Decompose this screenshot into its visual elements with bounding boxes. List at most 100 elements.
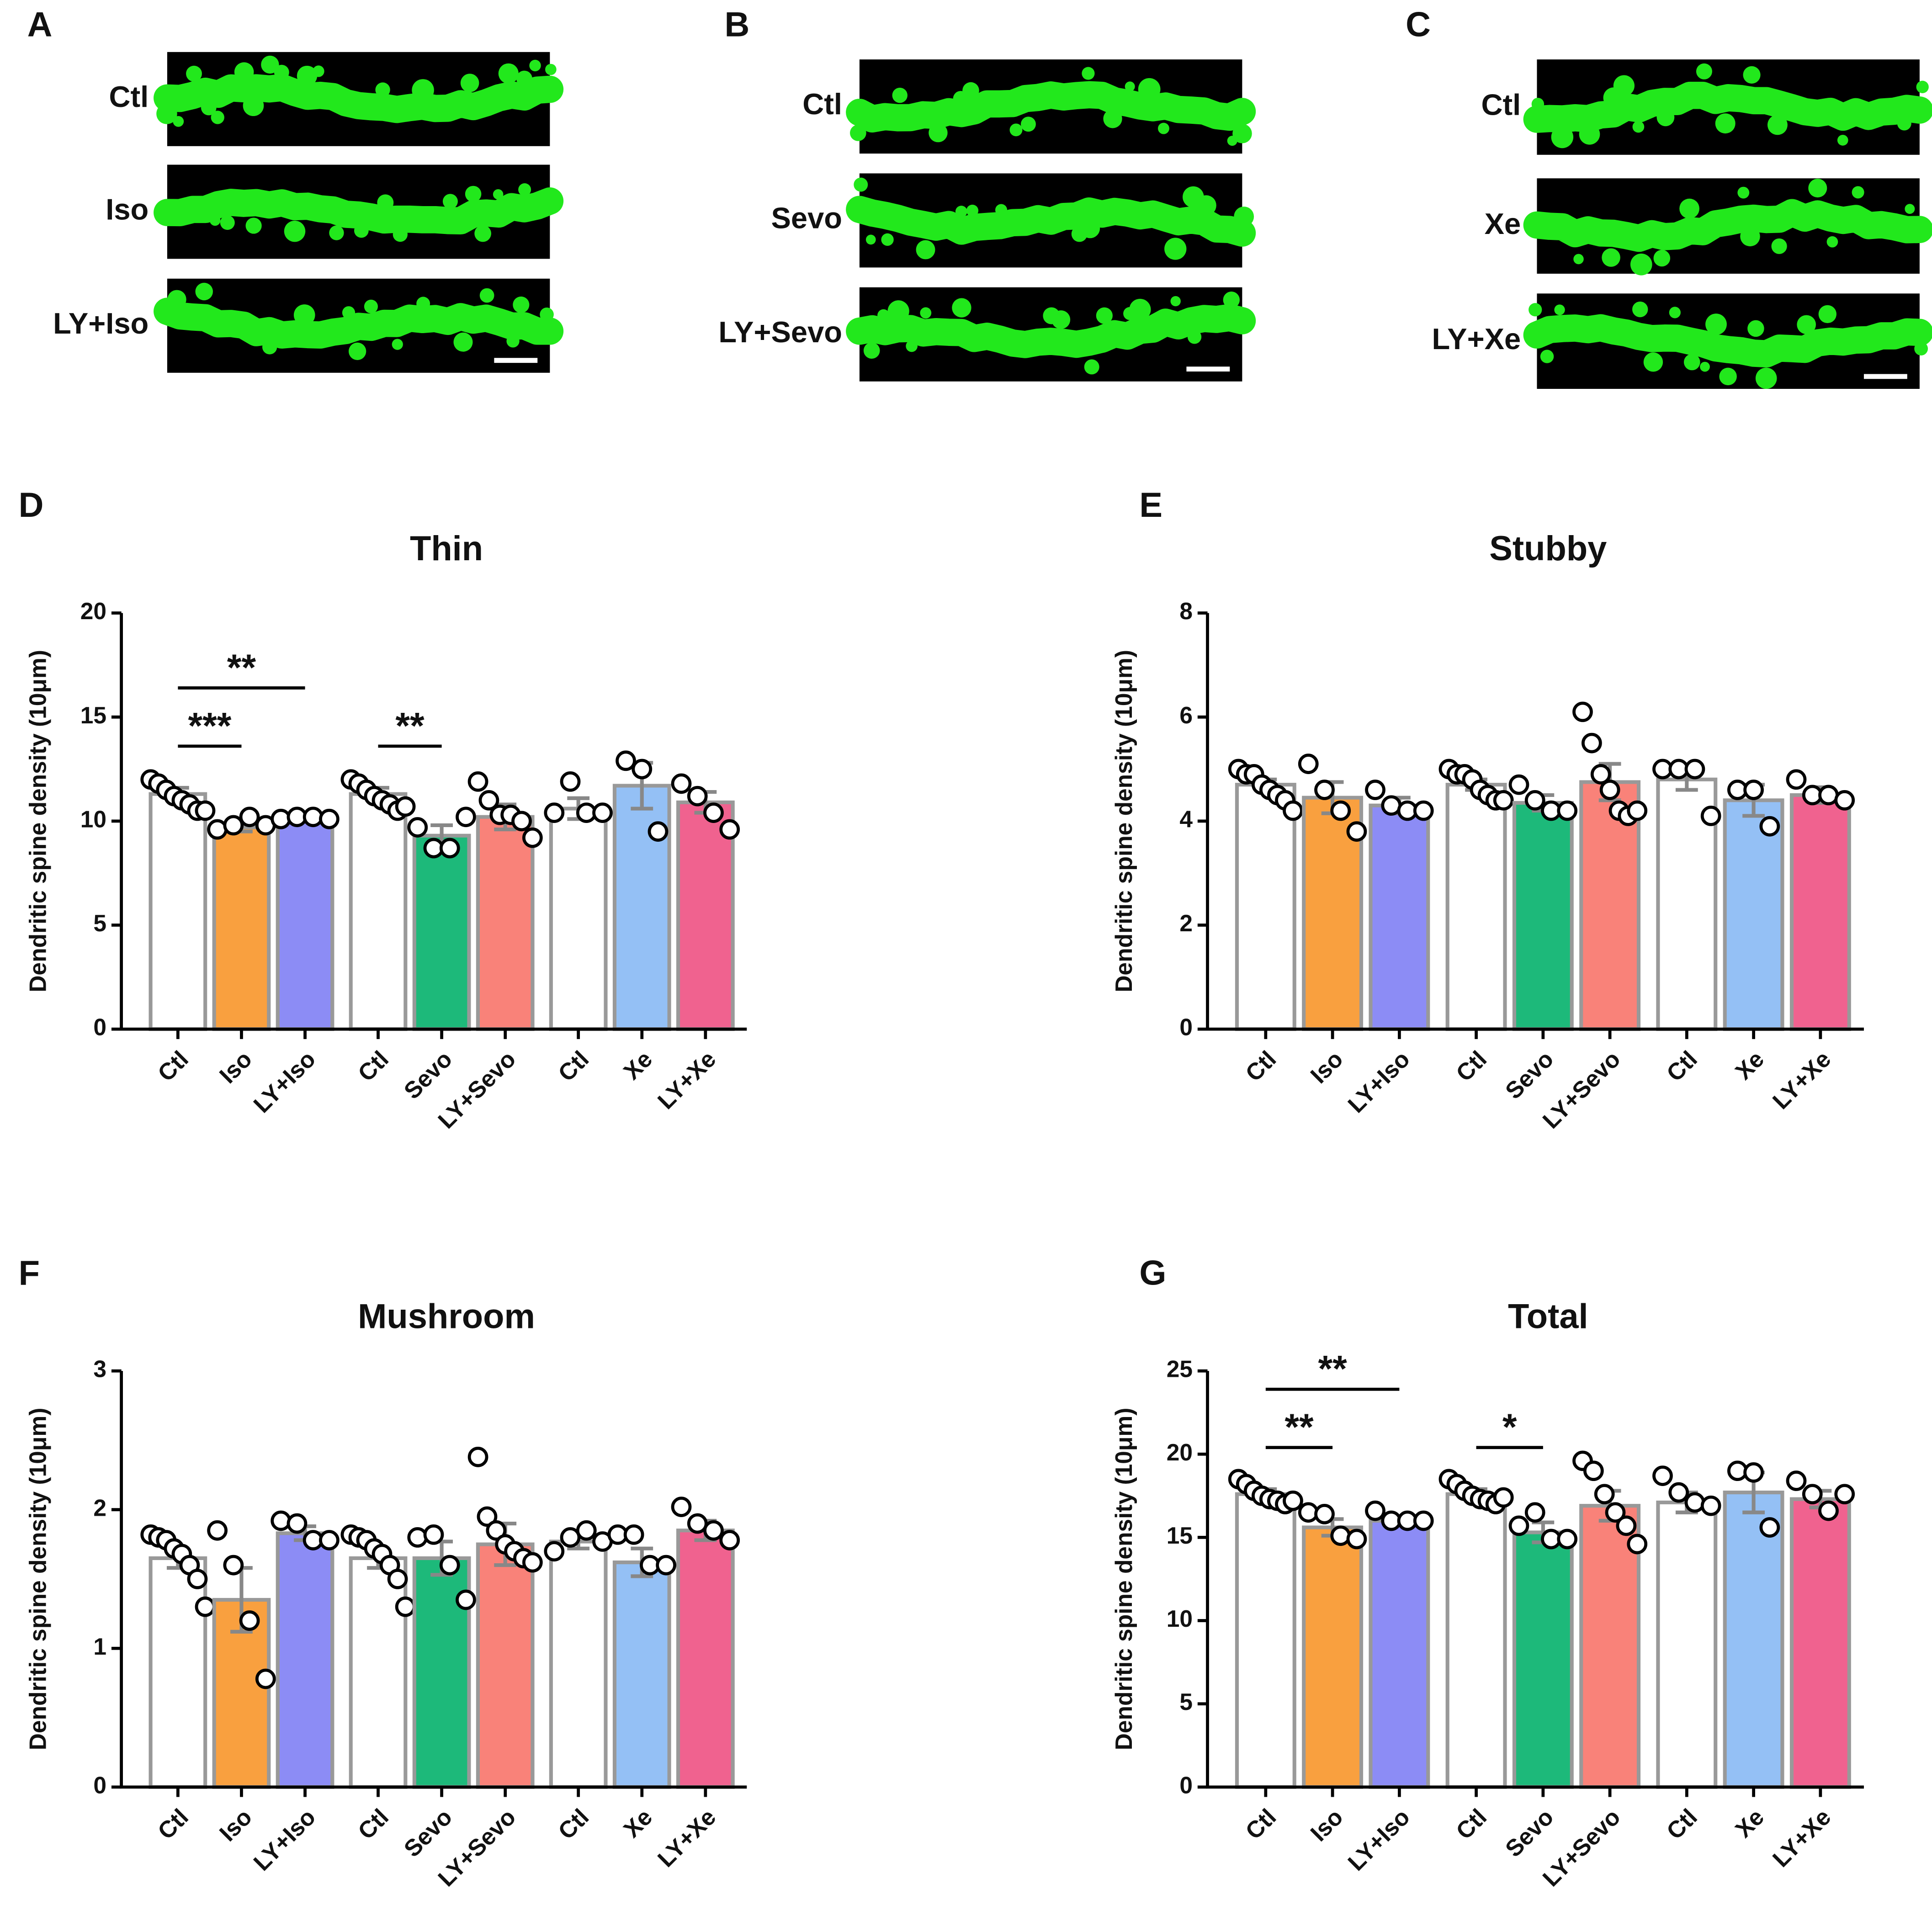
spine <box>1679 198 1699 219</box>
bar <box>1445 1492 1507 1789</box>
data-point <box>1616 1515 1637 1536</box>
x-tick-label: Ctl <box>1661 1804 1702 1845</box>
x-tick-label: Sevo <box>398 1804 457 1862</box>
spine <box>1837 135 1848 146</box>
bar <box>349 792 408 1031</box>
x-tick-label: Xe <box>618 1046 658 1085</box>
spine <box>1164 238 1187 260</box>
data-point <box>1283 800 1303 821</box>
bar <box>276 1531 334 1789</box>
data-point <box>522 1552 543 1573</box>
data-point <box>703 1520 724 1541</box>
data-point <box>467 771 488 792</box>
data-point <box>1759 1517 1780 1538</box>
spine <box>313 65 324 77</box>
axes <box>1206 1371 1864 1789</box>
data-point <box>439 1555 460 1576</box>
row-label: LY+Sevo <box>718 315 842 349</box>
bar <box>1369 803 1430 1031</box>
y-tick-label: 0 <box>93 1772 106 1798</box>
data-point <box>632 759 653 780</box>
data-point <box>1298 754 1319 774</box>
y-tick-label: 20 <box>1167 1439 1193 1465</box>
spine <box>1630 253 1652 276</box>
x-tick-label: Ctl <box>353 1804 394 1845</box>
x-tick-label: LY+Xe <box>653 1046 721 1114</box>
spine <box>854 177 868 192</box>
data-point <box>719 1530 740 1550</box>
data-point <box>1572 701 1593 722</box>
spine <box>1905 204 1915 214</box>
data-point <box>656 1555 676 1576</box>
spine <box>364 299 378 313</box>
spine <box>966 204 979 217</box>
bar <box>276 817 334 1031</box>
data-point <box>592 802 613 823</box>
bar <box>1656 1500 1718 1789</box>
data-point <box>544 802 565 823</box>
row-label: Iso <box>106 193 149 226</box>
y-tick-label: 5 <box>93 910 106 936</box>
x-tick-label: LY+Xe <box>1767 1804 1836 1872</box>
y-tick-label: 2 <box>1179 910 1193 936</box>
data-point <box>271 808 292 829</box>
bar <box>476 1542 535 1789</box>
data-point <box>703 802 724 823</box>
bar <box>1789 793 1851 1031</box>
x-tick-label: Sevo <box>398 1046 457 1104</box>
spine <box>1737 186 1750 199</box>
spine <box>1669 307 1681 319</box>
significance-label: * <box>1502 1407 1517 1448</box>
spine <box>442 194 458 209</box>
data-point <box>1590 764 1611 785</box>
data-point <box>1493 1487 1514 1508</box>
data-point <box>1557 800 1578 821</box>
data-point <box>1583 1460 1604 1481</box>
bar <box>1445 783 1507 1031</box>
data-point <box>1524 790 1545 811</box>
spine <box>1020 117 1036 132</box>
spine <box>513 296 530 313</box>
data-point <box>395 796 416 817</box>
spine <box>1747 320 1764 337</box>
chart-title: Mushroom <box>358 1297 535 1336</box>
data-point <box>1314 780 1335 800</box>
data-point <box>544 1541 565 1562</box>
x-tick-label: LY+Iso <box>1343 1804 1415 1876</box>
data-point <box>1684 759 1705 780</box>
spine <box>1705 313 1727 335</box>
data-point <box>303 807 324 828</box>
panel-letter: F <box>19 1254 40 1293</box>
data-point <box>1834 1484 1855 1505</box>
bar <box>1579 1504 1641 1789</box>
data-point <box>195 800 216 821</box>
data-point <box>439 838 460 859</box>
data-point <box>560 771 581 792</box>
data-point <box>1818 1500 1839 1521</box>
data-point <box>1508 1515 1529 1536</box>
data-point <box>456 1589 476 1610</box>
y-tick-label: 8 <box>1179 598 1193 624</box>
x-tick-label: LY+Iso <box>1343 1046 1415 1118</box>
chart-title: Thin <box>410 529 483 568</box>
bar <box>549 807 608 1031</box>
data-point <box>1599 780 1620 800</box>
y-tick-label: 5 <box>1179 1688 1193 1715</box>
dendrite <box>846 196 1256 247</box>
data-point <box>1684 1492 1705 1513</box>
data-point <box>1834 790 1855 811</box>
data-point <box>395 1596 416 1617</box>
dendrite <box>846 304 1256 358</box>
data-point <box>1330 800 1351 821</box>
spine <box>348 342 366 360</box>
spine <box>529 59 541 72</box>
chart-title: Total <box>1508 1297 1588 1336</box>
spine <box>1916 80 1929 93</box>
spine <box>916 240 935 260</box>
spine <box>186 65 202 82</box>
spine <box>1051 310 1071 329</box>
x-tick-label: Ctl <box>1451 1046 1492 1087</box>
x-tick-label: Ctl <box>1451 1804 1492 1845</box>
row-label: Ctl <box>802 87 842 121</box>
